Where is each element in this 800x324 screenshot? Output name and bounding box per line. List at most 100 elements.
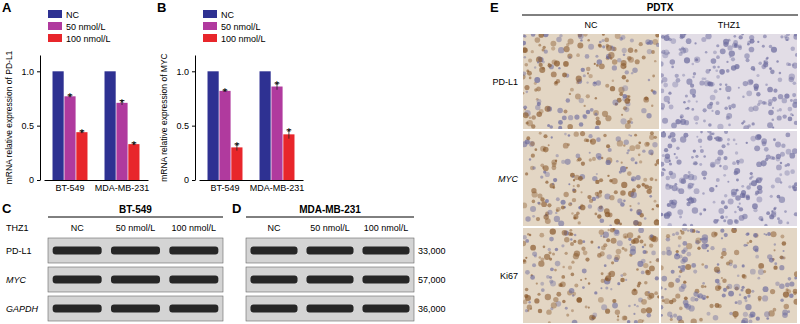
ihc-cell: [679, 254, 683, 258]
ihc-cell: [733, 35, 736, 38]
blot-band: [169, 276, 218, 284]
ihc-cell: [727, 45, 732, 50]
ihc-cell: [530, 245, 536, 251]
ihc-cell: [631, 239, 636, 244]
ihc-cell: [679, 215, 682, 218]
ihc-cell: [736, 178, 739, 181]
ihc-cell: [531, 50, 534, 53]
ihc-cell: [724, 131, 728, 134]
ihc-cell: [570, 88, 574, 92]
ihc-cell: [599, 63, 605, 69]
ihc-cell: [682, 241, 687, 246]
ihc-cell: [661, 107, 664, 110]
ihc-cell: [701, 285, 704, 288]
ihc-cell: [653, 91, 657, 95]
ihc-cell: [581, 68, 585, 72]
ihc-cell: [779, 108, 782, 111]
ihc-cell: [728, 124, 731, 127]
ihc-cell: [615, 310, 620, 315]
bar: [283, 134, 294, 180]
ihc-cell: [746, 185, 751, 190]
ihc-cell: [727, 219, 733, 225]
ihc-cell: [617, 140, 623, 146]
ihc-cell: [758, 263, 764, 269]
ihc-cell: [757, 277, 760, 280]
ihc-cell: [635, 59, 640, 64]
ihc-cell: [753, 69, 756, 72]
ihc-cell: [633, 220, 639, 226]
ihc-cell: [596, 137, 601, 142]
ihc-cell: [680, 48, 686, 54]
ihc-cell: [661, 314, 663, 317]
ihc-cell: [727, 284, 732, 289]
ihc-cell: [532, 166, 536, 170]
ihc-cell: [661, 61, 664, 66]
ihc-cell: [775, 142, 781, 148]
ihc-cell: [729, 262, 733, 266]
ihc-cell: [661, 162, 664, 167]
ihc-cell: [632, 188, 636, 192]
ihc-cell: [540, 282, 544, 286]
ihc-cell: [680, 114, 684, 118]
ihc-cell: [761, 218, 764, 221]
ihc-cell: [627, 120, 631, 124]
ihc-cell: [590, 241, 593, 244]
ihc-cell: [784, 210, 787, 213]
ihc-cell: [676, 250, 679, 253]
ihc-cell: [523, 35, 526, 38]
ihc-cell: [566, 98, 570, 102]
ihc-cell: [583, 250, 588, 255]
y-tick-mark: [37, 71, 40, 72]
ihc-cell: [586, 67, 591, 72]
ihc-cell: [694, 42, 696, 44]
ihc-cell: [792, 64, 794, 66]
ihc-cell: [550, 228, 556, 234]
ihc-cell: [663, 83, 668, 88]
ihc-cell: [661, 286, 663, 289]
ihc-cell: [746, 58, 750, 62]
ihc-cell: [537, 61, 539, 63]
ihc-cell: [752, 203, 758, 209]
ihc-cell: [578, 221, 581, 224]
panel-label: C: [2, 201, 12, 216]
y-tick-label: 0: [184, 175, 189, 185]
ihc-cell: [734, 316, 736, 318]
ihc-cell: [576, 76, 582, 82]
ihc-cell: [627, 171, 632, 176]
ihc-cell: [606, 144, 610, 148]
y-tick: 1.0: [176, 67, 195, 77]
ihc-cell: [550, 281, 556, 287]
x-axis: BT-549MDA-MB-231: [45, 180, 150, 193]
ihc-cell: [782, 98, 787, 103]
ihc-cell: [549, 237, 554, 242]
ihc-cell: [568, 56, 571, 59]
ihc-cell: [602, 111, 608, 117]
ihc-cell: [709, 69, 711, 71]
ihc-cell: [669, 171, 673, 175]
ihc-cell: [537, 193, 542, 198]
y-tick-mark: [37, 126, 40, 127]
ihc-cell: [655, 219, 658, 222]
ihc-cell: [617, 315, 619, 317]
ihc-cell: [611, 178, 617, 184]
ihc-cell: [534, 66, 536, 68]
blot-row-label: MYC: [6, 275, 27, 285]
legend-swatch: [48, 22, 62, 30]
ihc-cell: [774, 249, 776, 251]
ihc-cell: [715, 279, 720, 284]
ihc-cell: [608, 148, 612, 152]
ihc-cell: [758, 100, 763, 105]
ihc-cell: [792, 93, 796, 97]
ihc-cell: [742, 286, 745, 289]
ihc-cell: [648, 150, 653, 155]
ihc-cell: [722, 144, 726, 148]
ihc-cell: [788, 277, 792, 281]
ihc-cell: [721, 200, 725, 204]
ihc-cell: [545, 294, 551, 300]
ihc-cell: [678, 188, 684, 194]
ihc-cell: [642, 246, 644, 248]
ihc-cell: [739, 294, 741, 296]
ihc-cell: [646, 113, 651, 118]
bar: [116, 103, 127, 180]
ihc-cell: [748, 314, 753, 319]
